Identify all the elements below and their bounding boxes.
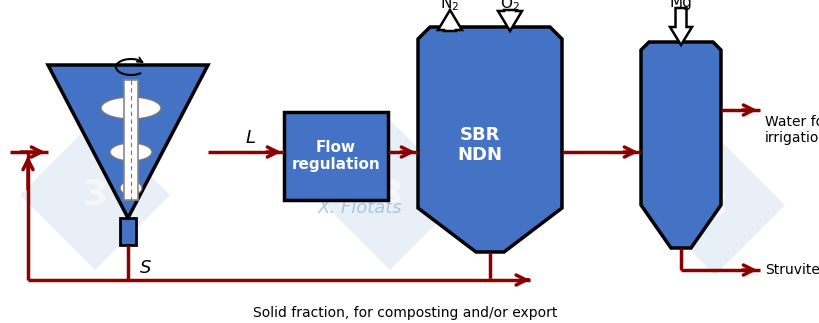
Text: Mg: Mg [669,0,691,11]
Text: O$_2$: O$_2$ [500,0,519,13]
Ellipse shape [110,143,152,161]
Text: SBR
NDN: SBR NDN [457,126,502,164]
Text: X. Flotats: X. Flotats [317,199,402,217]
Text: Water for
irrigation: Water for irrigation [764,115,819,145]
FancyArrow shape [669,8,691,45]
Polygon shape [20,120,170,270]
Bar [120,218,136,245]
Polygon shape [48,65,208,218]
Polygon shape [418,27,561,252]
Text: L: L [246,129,256,147]
Text: Struvite: Struvite [764,263,819,277]
Text: Flow
regulation: Flow regulation [292,140,380,172]
Bar [124,80,138,200]
Text: S: S [140,259,152,277]
FancyArrow shape [497,10,522,31]
Text: N$_2$: N$_2$ [440,0,459,13]
Polygon shape [640,42,720,248]
Text: 3: 3 [702,188,726,222]
Polygon shape [645,135,784,275]
Ellipse shape [120,181,142,195]
Text: 3: 3 [83,178,107,212]
Ellipse shape [101,97,161,119]
Text: Solid fraction, for composting and/or export: Solid fraction, for composting and/or ex… [252,306,556,320]
FancyArrow shape [437,10,461,31]
Bar [283,112,387,200]
Text: 3: 3 [377,178,402,212]
Polygon shape [314,120,464,270]
